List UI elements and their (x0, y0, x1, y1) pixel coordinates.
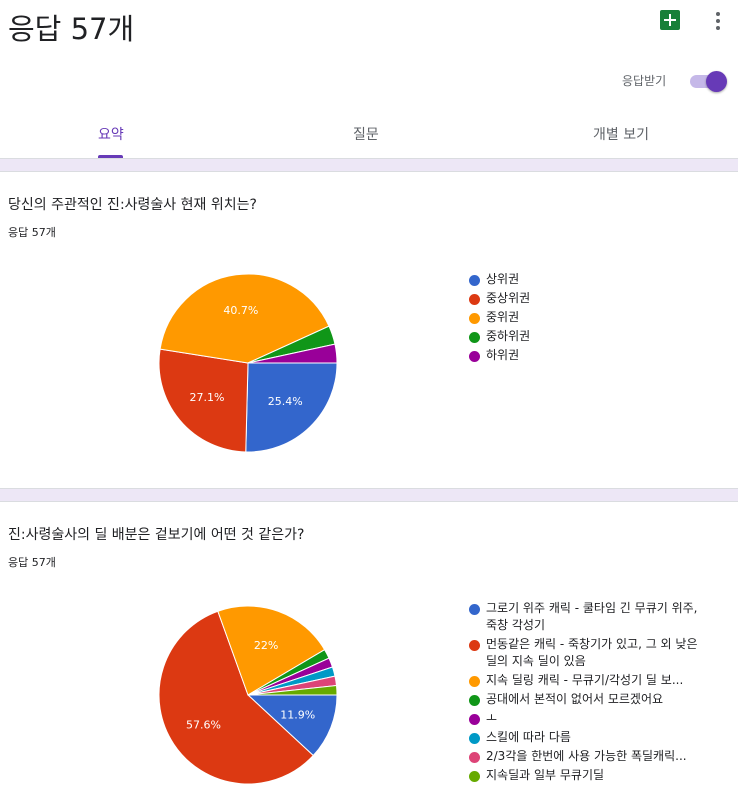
legend-swatch (469, 604, 480, 615)
legend-item: 중위권 (468, 308, 530, 327)
legend-item: 먼동같은 캐릭 - 죽창기가 있고, 그 외 낮은 딜의 지속 딜이 있음 (468, 636, 700, 670)
legend-label: 중상위권 (486, 291, 531, 305)
legend-swatch (469, 676, 480, 687)
tab-individual[interactable]: 개별 보기 (593, 127, 649, 143)
legend-label: 지속 딜링 캐릭 - 무큐기/각성기 딜 보... (486, 673, 684, 687)
legend-item: 지속 딜링 캐릭 - 무큐기/각성기 딜 보... (468, 672, 700, 689)
legend-label: 공대에서 본적이 없어서 모르겠어요 (486, 692, 664, 706)
legend-item: 중하위권 (468, 327, 530, 346)
pie-slice (159, 273, 330, 364)
legend-swatch (469, 695, 480, 706)
slice-value-label: 25.4% (268, 395, 303, 408)
legend-label: 중하위권 (486, 329, 531, 343)
pie-slice (217, 605, 326, 696)
summary-header: 응답 57개 응답받기 요약 질문 개별 보기 (0, 0, 738, 158)
pie-slice (158, 610, 314, 785)
legend-label: 중위권 (486, 310, 520, 324)
pie-slice (246, 694, 338, 757)
legend-label: 먼동같은 캐릭 - 죽창기가 있고, 그 외 낮은 딜의 지속 딜이 있음 (486, 637, 698, 668)
section-divider (0, 158, 738, 172)
question-title: 진:사령술사의 딜 배분은 겉보기에 어떤 것 같은가? (8, 527, 305, 543)
legend-label: 2/3각을 한번에 사용 가능한 폭딜캐릭... (486, 749, 687, 763)
legend-item: 상위권 (468, 270, 530, 289)
section-divider (0, 488, 738, 502)
slice-value-label: 57.6% (186, 718, 221, 731)
toggle-knob (706, 71, 727, 92)
legend-swatch (469, 275, 480, 286)
pie-slice (158, 348, 249, 453)
accepting-responses-label: 응답받기 (622, 74, 667, 88)
legend-item: 지속딜과 일부 무큐기딜 (468, 767, 700, 784)
slice-value-label: 11.9% (280, 709, 315, 722)
legend-label: ㅗ (486, 711, 498, 725)
legend-swatch (469, 771, 480, 782)
tab-questions[interactable]: 질문 (353, 127, 379, 143)
tab-summary[interactable]: 요약 (98, 127, 124, 143)
slice-value-label: 22% (254, 639, 278, 652)
legend-item: 하위권 (468, 346, 530, 365)
slice-value-label: 27.1% (189, 391, 224, 404)
legend-swatch (469, 733, 480, 744)
slice-value-label: 40.7% (223, 304, 258, 317)
legend-swatch (469, 313, 480, 324)
pie-chart: 25.4% 27.1% 40.7% (158, 273, 338, 453)
legend-label: 스킬에 따라 다름 (486, 730, 571, 744)
legend-swatch (469, 640, 480, 651)
legend-swatch (469, 752, 480, 763)
pie-slice (247, 684, 338, 696)
legend-label: 하위권 (486, 348, 520, 362)
legend-swatch (469, 351, 480, 362)
response-count: 응답 57개 (8, 556, 56, 569)
legend-item: 스킬에 따라 다름 (468, 729, 700, 746)
legend-swatch (469, 332, 480, 343)
pie-slice (247, 343, 338, 364)
legend-swatch (469, 714, 480, 725)
active-tab-indicator (98, 155, 123, 158)
legend-label: 지속딜과 일부 무큐기딜 (486, 768, 605, 782)
legend-label: 그로기 위주 캐릭 - 쿨타임 긴 무큐기 위주, 죽창 각성기 (486, 601, 698, 632)
sheets-icon[interactable] (660, 10, 680, 30)
legend-item: 공대에서 본적이 없어서 모르겠어요 (468, 691, 700, 708)
more-options-icon[interactable] (711, 10, 725, 32)
legend-swatch (469, 294, 480, 305)
page-title: 응답 57개 (8, 12, 135, 46)
legend-item: 그로기 위주 캐릭 - 쿨타임 긴 무큐기 위주, 죽창 각성기 (468, 600, 700, 634)
legend-label: 상위권 (486, 272, 520, 286)
legend-item: ㅗ (468, 710, 700, 727)
pie-slice (245, 362, 338, 453)
pie-chart: 11.9% 57.6% 22% (158, 605, 338, 785)
legend-item: 중상위권 (468, 289, 530, 308)
question-title: 당신의 주관적인 진:사령술사 현재 위치는? (8, 197, 257, 213)
accepting-responses-toggle[interactable] (688, 71, 728, 92)
legend-item: 2/3각을 한번에 사용 가능한 폭딜캐릭... (468, 748, 700, 765)
response-count: 응답 57개 (8, 226, 56, 239)
